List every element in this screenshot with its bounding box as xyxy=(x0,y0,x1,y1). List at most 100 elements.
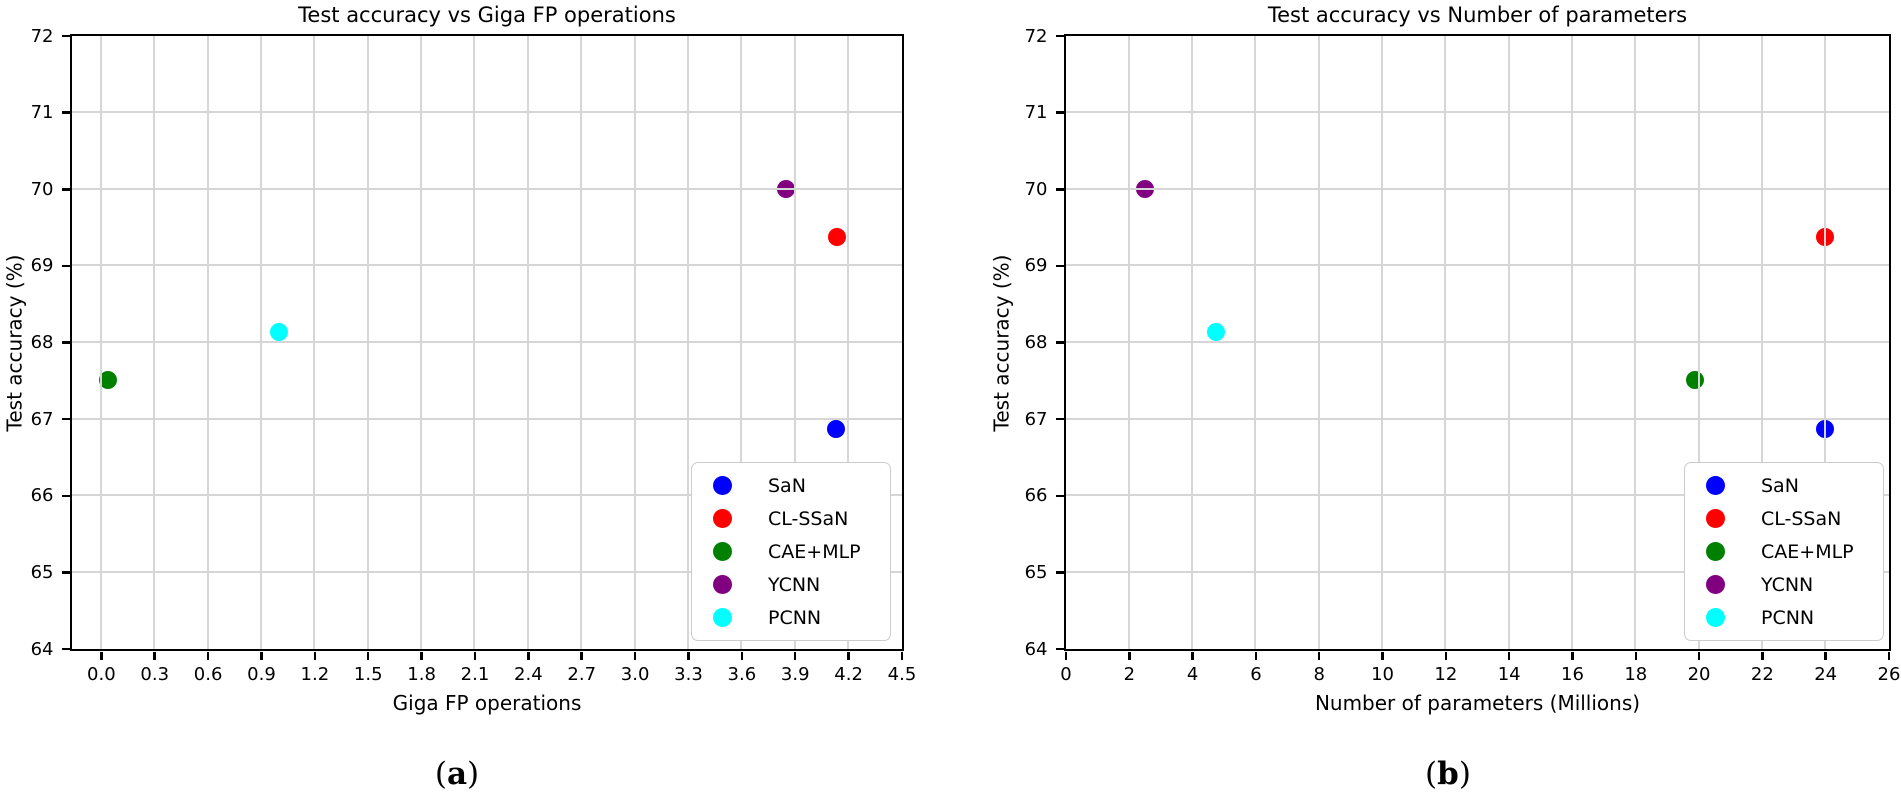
legend-marker-icon xyxy=(713,542,732,561)
x-tick-label: 1.2 xyxy=(300,663,330,685)
x-tick-label: 1.8 xyxy=(407,663,436,685)
x-tick-mark xyxy=(633,651,637,660)
x-tick-label: 20 xyxy=(1687,663,1711,685)
legend-item-san: SaN xyxy=(1685,469,1883,502)
x-tick-mark xyxy=(473,651,477,660)
x-tick-mark xyxy=(580,651,583,660)
x-tick-label: 0.0 xyxy=(87,663,116,685)
data-point-pcnn xyxy=(269,323,288,342)
legend-label: CL-SSaN xyxy=(1761,507,1842,530)
x-tick-mark xyxy=(1634,651,1638,660)
x-tick-mark xyxy=(687,651,690,660)
x-tick-mark xyxy=(1444,651,1448,660)
y-tick-label: 65 xyxy=(30,561,54,583)
y-tick-mark xyxy=(61,647,70,651)
legend-label: CAE+MLP xyxy=(768,540,861,563)
x-tick-label: 14 xyxy=(1497,663,1521,685)
x-tick-label: 18 xyxy=(1624,663,1648,685)
y-tick-mark xyxy=(61,188,70,191)
x-tick-mark xyxy=(1317,651,1321,660)
x-tick-label: 3.6 xyxy=(727,663,757,685)
legend-marker-icon xyxy=(1706,575,1725,594)
x-tick-mark xyxy=(793,651,797,660)
y-tick-mark xyxy=(61,341,70,344)
y-tick-mark xyxy=(61,494,70,497)
y-tick-label: 64 xyxy=(30,638,54,660)
legend-item-cl-ssan: CL-SSaN xyxy=(692,502,890,535)
x-tick-label: 16 xyxy=(1561,663,1584,685)
y-tick-label: 66 xyxy=(30,485,54,507)
data-point-san xyxy=(1816,419,1835,438)
chart-title-a: Test accuracy vs Giga FP operations xyxy=(298,3,676,27)
legend-marker-icon xyxy=(1706,608,1725,627)
x-tick-mark xyxy=(260,651,263,660)
y-tick-label: 67 xyxy=(1024,408,1048,430)
y-tick-label: 68 xyxy=(30,332,54,353)
y-tick-mark xyxy=(61,417,70,421)
x-tick-label: 2.1 xyxy=(460,663,490,685)
x-tick-label: 2 xyxy=(1123,663,1136,685)
legend-label: YCNN xyxy=(1761,573,1814,596)
data-point-cl-ssan xyxy=(1816,228,1835,247)
x-tick-mark xyxy=(1824,651,1827,660)
x-tick-label: 3.3 xyxy=(674,663,703,685)
panel-caption-a: (a) xyxy=(434,756,480,792)
y-tick-label: 72 xyxy=(1024,25,1048,47)
panel-caption-b: (b) xyxy=(1425,756,1471,792)
x-tick-mark xyxy=(420,651,423,660)
legend-item-pcnn: PCNN xyxy=(1685,601,1883,634)
legend-label: SaN xyxy=(1761,474,1799,497)
legend-label: PCNN xyxy=(1761,606,1815,629)
y-tick-mark xyxy=(1055,494,1064,497)
data-point-san xyxy=(826,419,845,438)
y-tick-mark xyxy=(61,264,70,268)
x-tick-mark xyxy=(100,651,103,660)
legend-label: CAE+MLP xyxy=(1761,540,1854,563)
data-point-ycnn xyxy=(1135,179,1154,198)
y-tick-label: 72 xyxy=(30,25,54,47)
x-tick-mark xyxy=(206,651,210,660)
legend-label: PCNN xyxy=(768,606,822,629)
x-axis-label-a: Giga FP operations xyxy=(392,691,582,715)
legend-item-pcnn: PCNN xyxy=(692,601,890,634)
x-tick-label: 0.3 xyxy=(140,663,170,685)
x-tick-mark xyxy=(1761,651,1764,660)
x-tick-mark xyxy=(1697,651,1701,660)
y-tick-label: 69 xyxy=(30,255,54,277)
legend-marker-icon xyxy=(1706,509,1725,528)
x-tick-mark xyxy=(1571,651,1574,660)
x-tick-label: 4 xyxy=(1186,663,1199,685)
y-tick-label: 66 xyxy=(1024,485,1048,507)
legend-a: SaN CL-SSaN CAE+MLP YCNN PCNN xyxy=(691,462,891,641)
x-tick-mark xyxy=(1128,651,1131,660)
x-tick-label: 3.0 xyxy=(620,663,650,685)
x-tick-mark xyxy=(153,651,156,660)
x-tick-mark xyxy=(847,651,850,660)
y-tick-mark xyxy=(61,111,70,114)
legend-marker-icon xyxy=(713,476,732,495)
legend-item-cae-mlp: CAE+MLP xyxy=(692,535,890,568)
y-tick-mark xyxy=(1055,571,1064,574)
x-tick-label: 4.5 xyxy=(887,663,917,685)
x-tick-mark xyxy=(1507,651,1511,660)
legend-b: SaN CL-SSaN CAE+MLP YCNN PCNN xyxy=(1684,462,1884,641)
y-tick-mark xyxy=(61,34,70,38)
y-tick-label: 67 xyxy=(30,408,54,430)
x-tick-label: 4.2 xyxy=(834,663,863,685)
x-tick-label: 0.6 xyxy=(193,663,223,685)
legend-item-cl-ssan: CL-SSaN xyxy=(1685,502,1883,535)
y-tick-label: 64 xyxy=(1024,638,1048,660)
x-tick-mark xyxy=(366,651,370,660)
data-point-ycnn xyxy=(776,179,795,198)
data-point-pcnn xyxy=(1206,323,1225,342)
legend-item-cae-mlp: CAE+MLP xyxy=(1685,535,1883,568)
x-tick-mark xyxy=(527,651,530,660)
legend-marker-icon xyxy=(1706,542,1725,561)
x-tick-label: 2.7 xyxy=(567,663,597,685)
y-tick-label: 68 xyxy=(1024,332,1048,353)
y-tick-mark xyxy=(1055,111,1064,114)
caption-letter: b xyxy=(1437,756,1459,792)
data-point-cae-mlp xyxy=(98,371,117,390)
y-tick-label: 69 xyxy=(1024,255,1048,277)
